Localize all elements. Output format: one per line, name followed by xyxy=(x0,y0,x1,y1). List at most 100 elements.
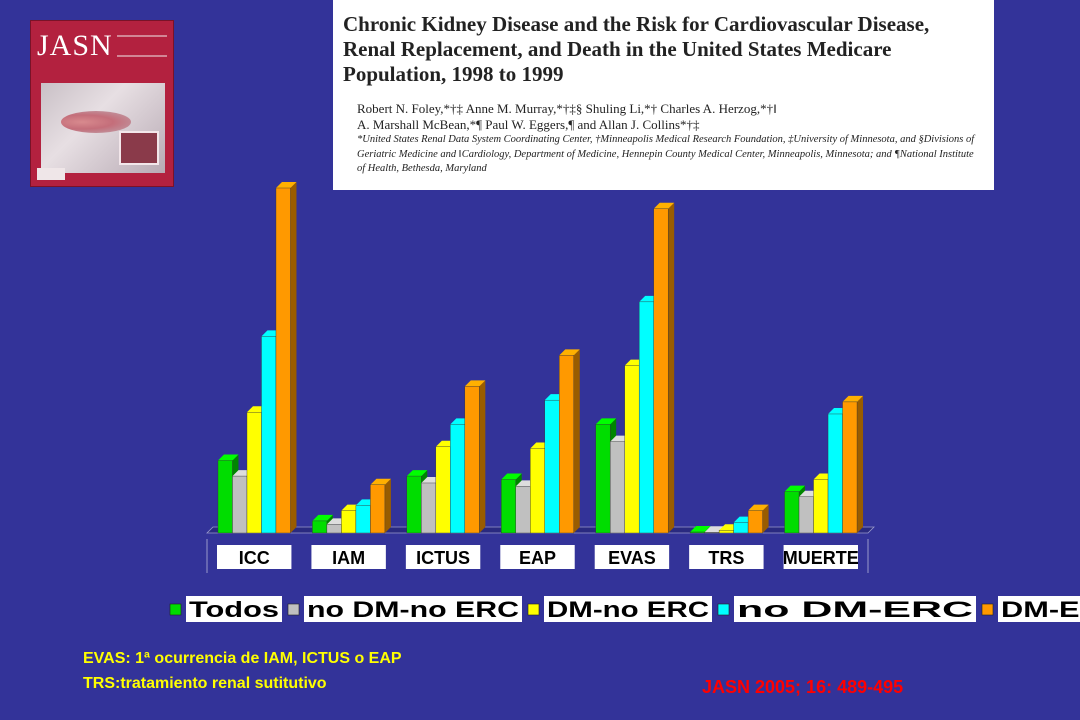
legend-box-4 xyxy=(998,596,1080,622)
bar-side-eap-4 xyxy=(573,349,580,533)
cover-inset xyxy=(119,131,159,165)
bar-side-iam-4 xyxy=(384,478,391,533)
bar-ictus-dm-erc xyxy=(464,386,480,534)
legend-swatch-2 xyxy=(527,603,540,616)
legend-swatch-3 xyxy=(717,603,730,616)
bar-side-icc-4 xyxy=(290,182,297,533)
citation-reference: JASN 2005; 16: 489-495 xyxy=(702,677,904,697)
bar-top-muerte-0 xyxy=(784,485,806,492)
bar-ictus-dm-no-erc xyxy=(435,446,451,534)
bar-muerte-no-dm-no-erc xyxy=(798,496,814,534)
tick-label-box-icc xyxy=(217,545,292,569)
legend-swatch-1 xyxy=(287,603,300,616)
cover-photo xyxy=(41,83,165,173)
bar-top-trs-0 xyxy=(690,525,711,532)
journal-cover-image: JASN xyxy=(30,20,174,187)
bar-muerte-no-dm-erc xyxy=(827,413,843,534)
article-authors-line-2: A. Marshall McBean,*¶ Paul W. Eggers,¶ a… xyxy=(357,117,700,132)
tick-label-evas: EVAS xyxy=(608,548,656,568)
article-affiliations: *United States Renal Data System Coordin… xyxy=(357,134,975,174)
tick-label-icc: ICC xyxy=(239,548,270,568)
bar-icc-dm-erc xyxy=(275,187,291,534)
bar-icc-no-dm-no-erc xyxy=(232,475,248,534)
bar-side-muerte-4 xyxy=(857,395,864,533)
bar-top-ictus-0 xyxy=(406,470,428,477)
tick-label-box-trs xyxy=(689,545,764,569)
tick-label-iam: IAM xyxy=(332,548,365,568)
bar-trs-no-dm-no-erc xyxy=(704,532,720,534)
bar-muerte-todos xyxy=(784,491,800,534)
bar-trs-dm-erc xyxy=(747,510,763,534)
bar-evas-todos xyxy=(595,424,611,534)
tick-label-trs: TRS xyxy=(708,548,744,568)
bar-side-trs-4 xyxy=(762,504,769,533)
bar-top-icc-0 xyxy=(217,454,239,461)
tick-label-muerte: MUERTE xyxy=(783,548,859,568)
bar-ictus-todos xyxy=(406,475,422,534)
bar-iam-dm-erc xyxy=(370,484,386,534)
bar-iam-no-dm-no-erc xyxy=(326,524,342,534)
article-authors-line-1: Robert N. Foley,*†‡ Anne M. Murray,*†‡§ … xyxy=(357,101,777,116)
legend-box-3 xyxy=(734,596,976,622)
bar-iam-no-dm-erc xyxy=(355,505,371,534)
note-trs: TRS:tratamiento renal sutitutivo xyxy=(83,675,327,692)
legend-label-3: no DM-ERC xyxy=(737,597,973,622)
bar-side-ictus-4 xyxy=(479,380,486,533)
tick-label-box-ictus xyxy=(405,545,481,569)
bar-top-evas-4 xyxy=(653,202,675,209)
legend-label-4: DM-ERC xyxy=(1001,597,1080,622)
bar-top-evas-0 xyxy=(595,418,617,425)
cover-specimen xyxy=(61,111,131,133)
bar-eap-no-dm-no-erc xyxy=(515,486,531,534)
bar-side-evas-4 xyxy=(668,202,675,533)
tick-label-box-muerte xyxy=(783,545,858,569)
legend-box-0 xyxy=(186,596,282,622)
legend-swatch-0 xyxy=(169,603,182,616)
bar-top-trs-4 xyxy=(748,504,769,511)
bar-icc-todos xyxy=(217,460,233,534)
bar-trs-todos xyxy=(689,531,705,534)
bar-top-ictus-4 xyxy=(464,380,486,387)
bar-ictus-no-dm-no-erc xyxy=(421,482,437,534)
bar-evas-dm-erc xyxy=(653,208,669,534)
bar-trs-no-dm-erc xyxy=(733,522,749,534)
tick-label-box-evas xyxy=(594,545,670,569)
cover-publisher-logo xyxy=(37,168,65,180)
bar-muerte-dm-erc xyxy=(842,401,858,534)
bar-top-icc-4 xyxy=(275,182,297,188)
bar-evas-no-dm-erc xyxy=(638,301,654,534)
bar-eap-dm-no-erc xyxy=(530,448,545,534)
legend-box-2 xyxy=(544,596,712,622)
legend-label-0: Todos xyxy=(189,597,279,622)
bar-muerte-dm-no-erc xyxy=(813,479,829,534)
article-header: Chronic Kidney Disease and the Risk for … xyxy=(333,0,994,190)
tick-label-ictus: ICTUS xyxy=(416,548,470,568)
bar-iam-todos xyxy=(312,520,328,534)
legend-box-1 xyxy=(304,596,522,622)
bar-top-muerte-4 xyxy=(842,395,864,402)
note-evas: EVAS: 1ª ocurrencia de IAM, ICTUS o EAP xyxy=(83,650,402,667)
bar-icc-dm-no-erc xyxy=(246,412,262,534)
legend-label-1: no DM-no ERC xyxy=(307,597,519,622)
bar-ictus-no-dm-erc xyxy=(450,424,466,534)
journal-brand: JASN xyxy=(37,29,113,62)
bar-evas-no-dm-no-erc xyxy=(609,441,625,534)
bar-iam-dm-no-erc xyxy=(341,510,357,534)
bar-top-iam-0 xyxy=(312,514,333,521)
legend-swatch-4 xyxy=(981,603,994,616)
bar-top-iam-4 xyxy=(370,478,391,485)
bar-eap-no-dm-erc xyxy=(544,399,560,534)
legend-label-2: DM-no ERC xyxy=(547,597,709,622)
tick-label-eap: EAP xyxy=(519,548,556,568)
article-title: Chronic Kidney Disease and the Risk for … xyxy=(343,12,930,86)
bar-top-eap-0 xyxy=(501,473,522,480)
tick-label-box-eap xyxy=(500,545,575,569)
bar-top-eap-4 xyxy=(559,349,580,356)
bar-trs-dm-no-erc xyxy=(718,530,734,534)
bar-icc-no-dm-erc xyxy=(261,336,277,534)
tick-label-box-iam xyxy=(311,545,386,569)
cover-decoration xyxy=(117,35,167,57)
bar-evas-dm-no-erc xyxy=(624,365,640,534)
bar-eap-todos xyxy=(501,479,516,534)
